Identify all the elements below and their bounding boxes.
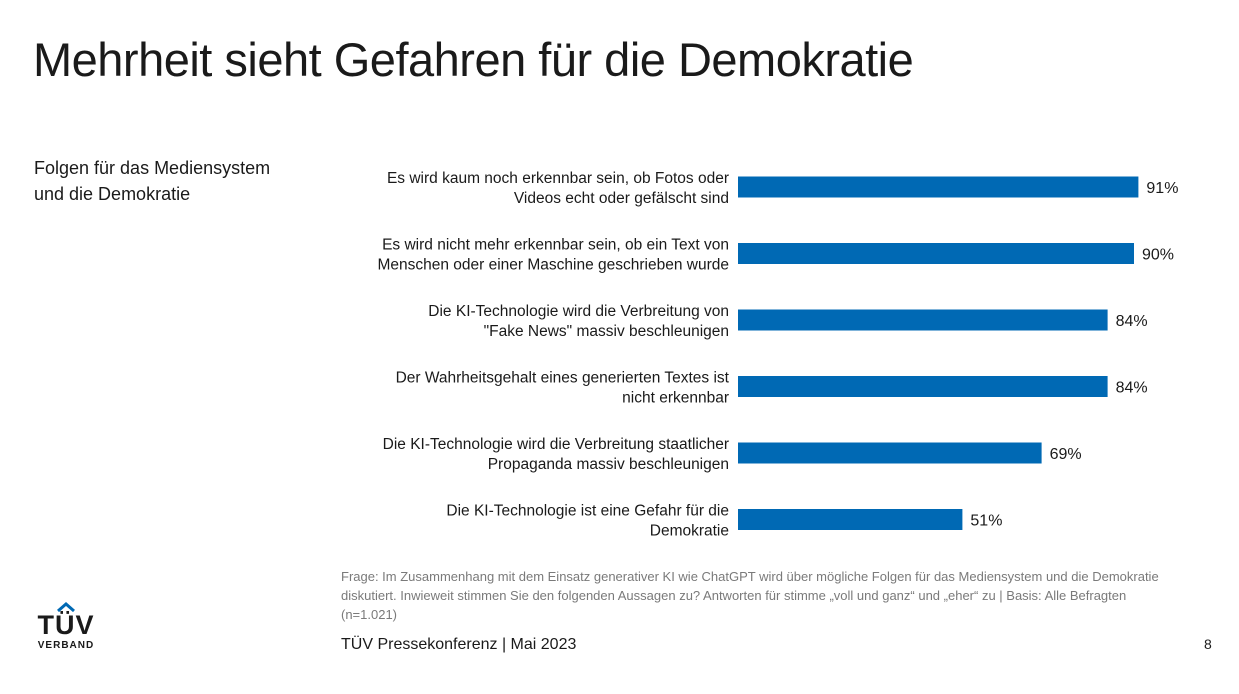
footer-text: TÜV Pressekonferenz | Mai 2023 <box>341 636 577 653</box>
tuev-logo: TÜV VERBAND <box>33 602 103 654</box>
chart-subtitle: Folgen für das Mediensystem und die Demo… <box>34 155 314 207</box>
value-label-4: 84% <box>1116 380 1148 397</box>
page-number: 8 <box>1204 636 1212 652</box>
category-label-1-line-1: Es wird kaum noch erkennbar sein, ob Fot… <box>387 170 729 187</box>
subtitle-line-1: Folgen für das Mediensystem <box>34 158 271 178</box>
bar-2 <box>738 243 1134 264</box>
footnote-line-2: diskutiert. Inwieweit stimmen Sie den fo… <box>341 588 1127 603</box>
category-label-6-line-2: Demokratie <box>650 523 729 540</box>
logo-arch-icon <box>57 602 75 612</box>
category-label-3-line-2: "Fake News" massiv beschleunigen <box>484 323 729 340</box>
value-label-1: 91% <box>1146 180 1178 197</box>
category-label-6-line-1: Die KI-Technologie ist eine Gefahr für d… <box>446 503 729 520</box>
category-label-2-line-2: Menschen oder einer Maschine geschrieben… <box>377 257 729 274</box>
category-label-2-line-1: Es wird nicht mehr erkennbar sein, ob ei… <box>382 237 729 254</box>
category-label-1-line-2: Videos echt oder gefälscht sind <box>514 190 729 207</box>
bar-1 <box>738 176 1139 198</box>
category-label-5-line-2: Propaganda massiv beschleunigen <box>488 456 729 473</box>
value-label-5: 69% <box>1050 446 1082 463</box>
value-label-2: 90% <box>1142 247 1174 264</box>
category-label-4-line-1: Der Wahrheitsgehalt eines generierten Te… <box>396 370 730 387</box>
footnote-line-1: Frage: Im Zusammenhang mit dem Einsatz g… <box>341 569 1159 584</box>
category-label-5-line-1: Die KI-Technologie wird die Verbreitung … <box>383 436 729 453</box>
subtitle-line-2: und die Demokratie <box>34 184 191 204</box>
bar-6 <box>738 509 963 530</box>
page-title: Mehrheit sieht Gefahren für die Demokrat… <box>33 33 914 86</box>
bar-5 <box>738 442 1042 464</box>
value-label-6: 51% <box>970 513 1002 530</box>
value-label-3: 84% <box>1116 313 1148 330</box>
category-label-4-line-2: nicht erkennbar <box>622 390 729 407</box>
footnote-line-3: (n=1.021) <box>341 607 398 622</box>
logo-name: TÜV <box>37 610 95 640</box>
bar-4 <box>738 376 1108 397</box>
logo-subtitle: VERBAND <box>37 640 95 651</box>
bar-3 <box>738 309 1108 331</box>
footnote: Frage: Im Zusammenhang mit dem Einsatz g… <box>341 567 1201 624</box>
category-label-3-line-1: Die KI-Technologie wird die Verbreitung … <box>428 303 729 320</box>
